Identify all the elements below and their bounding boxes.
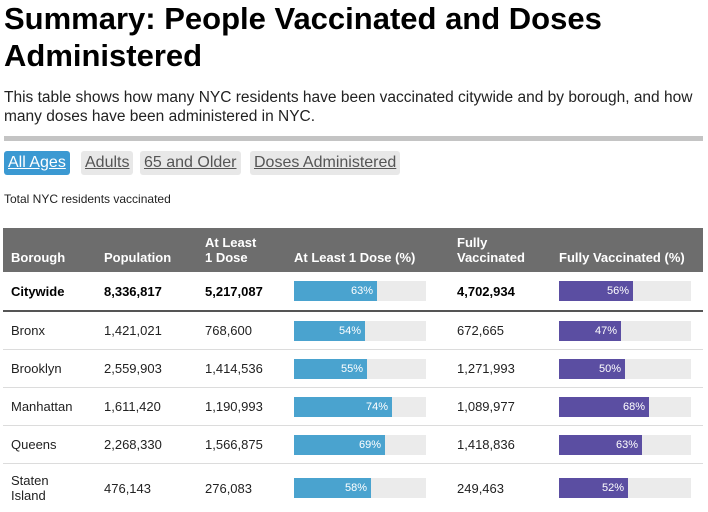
cell-population: 8,336,817 (104, 283, 162, 299)
header-borough: Borough (11, 250, 66, 265)
fully-vaccinated-bar: 50% (559, 358, 625, 379)
at-least-1-dose-bar: 63% (294, 281, 377, 301)
table-row: Manhattan 1,611,420 1,190,993 1,089,977 74% 6… (3, 388, 703, 426)
cell-population: 2,559,903 (104, 361, 162, 376)
page-title: Summary: People Vaccinated and Doses Adm… (4, 1, 602, 73)
page-description: This table shows how many NYC residents … (4, 89, 693, 125)
header-fully-vaccinated-line1: Fully (457, 235, 488, 250)
at-least-1-dose-bar: 74% (294, 396, 392, 417)
at-least-1-dose-bar-track: 74% (294, 396, 426, 417)
cell-borough-name: Bronx (11, 323, 45, 338)
tab-65-and-older[interactable]: 65 and Older (140, 151, 241, 175)
cell-borough-name-line2: Island (11, 488, 46, 503)
fully-vaccinated-bar: 63% (559, 434, 642, 455)
fully-vaccinated-bar-track: 56% (559, 281, 691, 301)
cell-population: 1,421,021 (104, 323, 162, 338)
cell-borough: Manhattan (11, 388, 72, 425)
cell-fully-vaccinated: 4,702,934 (457, 283, 515, 299)
cell-borough-name: Citywide (11, 283, 65, 299)
at-least-1-dose-bar-track: 69% (294, 434, 426, 455)
table-row: Queens 2,268,330 1,566,875 1,418,836 69% 63% (3, 426, 703, 464)
header-fully-vaccinated-line2: Vaccinated (457, 250, 525, 265)
cell-fully-vaccinated: 1,418,836 (457, 437, 515, 452)
table-subtitle: Total NYC residents vaccinated (4, 192, 171, 206)
at-least-1-dose-bar: 54% (294, 320, 365, 341)
at-least-1-dose-bar: 69% (294, 434, 385, 455)
divider (4, 136, 703, 141)
cell-at-least-1-dose: 1,190,993 (205, 399, 263, 414)
vaccination-table: Borough Population At Least 1 Dose At Le… (3, 228, 703, 512)
table-row: Brooklyn 2,559,903 1,414,536 1,271,993 55% 50… (3, 350, 703, 388)
tab-doses-administered[interactable]: Doses Administered (250, 151, 401, 175)
cell-borough: Citywide (11, 272, 64, 310)
header-at-least-1-dose-pct: At Least 1 Dose (%) (294, 250, 416, 265)
cell-borough-name: Manhattan (11, 399, 73, 414)
tab-all-ages[interactable]: All Ages (4, 151, 70, 175)
cell-at-least-1-dose: 1,414,536 (205, 361, 263, 376)
fully-vaccinated-bar-track: 47% (559, 320, 691, 341)
cell-borough: Queens (11, 426, 57, 463)
header-population: Population (104, 250, 172, 265)
table-body: Citywide 8,336,817 5,217,087 4,702,934 63% 56… (3, 272, 703, 512)
table-row: Citywide 8,336,817 5,217,087 4,702,934 63% 56… (3, 272, 703, 312)
at-least-1-dose-bar-track: 58% (294, 478, 426, 498)
cell-at-least-1-dose: 768,600 (205, 323, 252, 338)
fully-vaccinated-bar-track: 68% (559, 396, 691, 417)
cell-borough-name: Queens (11, 437, 57, 452)
cell-fully-vaccinated: 249,463 (457, 480, 504, 496)
at-least-1-dose-bar-track: 55% (294, 358, 426, 379)
at-least-1-dose-bar: 58% (294, 478, 371, 498)
cell-borough: Brooklyn (11, 350, 62, 387)
fully-vaccinated-bar-track: 63% (559, 434, 691, 455)
header-fully-vaccinated-pct: Fully Vaccinated (%) (559, 250, 685, 265)
cell-population: 476,143 (104, 480, 151, 496)
fully-vaccinated-bar: 52% (559, 478, 628, 498)
cell-at-least-1-dose: 276,083 (205, 480, 252, 496)
tab-adults[interactable]: Adults (81, 151, 134, 175)
cell-at-least-1-dose: 1,566,875 (205, 437, 263, 452)
table-header: Borough Population At Least 1 Dose At Le… (3, 228, 703, 272)
table-row: Staten Island 476,143 276,083 249,463 58% 52% (3, 464, 703, 512)
fully-vaccinated-bar-track: 52% (559, 478, 691, 498)
fully-vaccinated-bar-track: 50% (559, 358, 691, 379)
header-fully-vaccinated: Fully Vaccinated (457, 235, 525, 265)
at-least-1-dose-bar: 55% (294, 358, 367, 379)
cell-borough: Bronx (11, 312, 45, 349)
cell-population: 1,611,420 (104, 399, 161, 414)
cell-borough-name: Staten (11, 473, 49, 488)
cell-borough: Staten Island (11, 464, 49, 512)
header-at-least-1-dose: At Least 1 Dose (205, 235, 256, 265)
table-row: Bronx 1,421,021 768,600 672,665 54% 47% (3, 312, 703, 350)
fully-vaccinated-bar: 56% (559, 281, 633, 301)
cell-borough-name: Brooklyn (11, 361, 62, 376)
at-least-1-dose-bar-track: 63% (294, 281, 426, 301)
cell-at-least-1-dose: 5,217,087 (205, 283, 263, 299)
fully-vaccinated-bar: 47% (559, 320, 621, 341)
cell-fully-vaccinated: 1,089,977 (457, 399, 515, 414)
at-least-1-dose-bar-track: 54% (294, 320, 426, 341)
cell-fully-vaccinated: 672,665 (457, 323, 504, 338)
cell-population: 2,268,330 (104, 437, 162, 452)
fully-vaccinated-bar: 68% (559, 396, 649, 417)
cell-fully-vaccinated: 1,271,993 (457, 361, 515, 376)
header-at-least-1-dose-line1: At Least (205, 235, 257, 250)
header-at-least-1-dose-line2: 1 Dose (205, 250, 248, 265)
